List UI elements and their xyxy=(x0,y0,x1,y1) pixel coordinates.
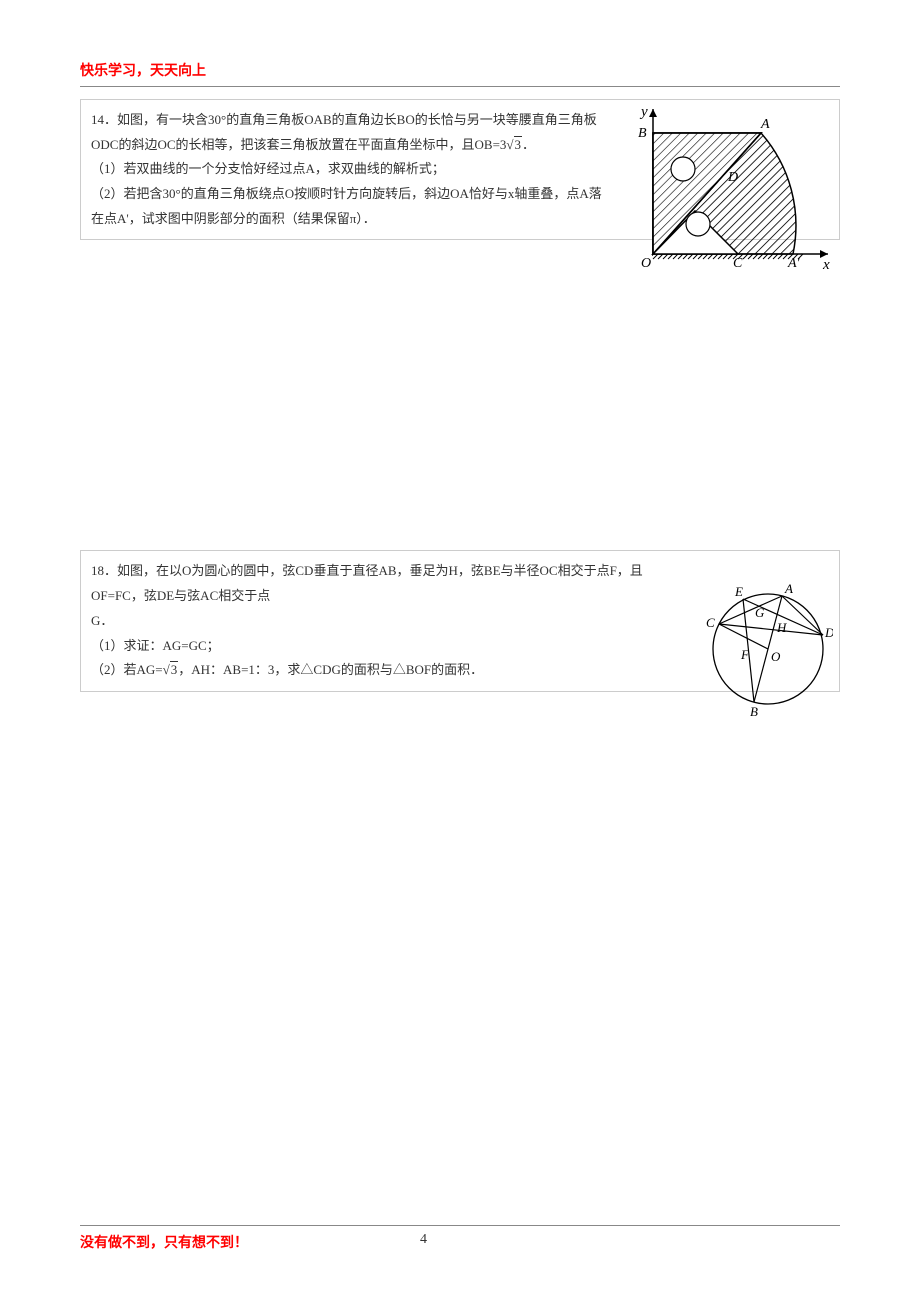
sqrt-3b: 3 xyxy=(163,658,179,683)
svg-text:A': A' xyxy=(787,256,801,271)
svg-text:O: O xyxy=(771,649,781,664)
svg-text:x: x xyxy=(822,257,830,273)
svg-text:B: B xyxy=(638,126,647,141)
svg-text:E: E xyxy=(734,584,743,599)
p18-line3: （1）求证：AG=GC； xyxy=(91,634,689,659)
page-header: 快乐学习，天天向上 xyxy=(80,60,840,87)
svg-text:A: A xyxy=(784,581,793,596)
svg-text:C: C xyxy=(706,615,715,630)
p18-line1: 18．如图，在以O为圆心的圆中，弦CD垂直于直径AB，垂足为H，弦BE与半径OC… xyxy=(91,559,689,608)
p18-line4: （2）若AG=3，AH：AB=1：3，求△CDG的面积与△BOF的面积． xyxy=(91,658,689,683)
svg-text:H: H xyxy=(776,620,787,635)
p14-line1: 14．如图，有一块含30°的直角三角板OAB的直角边长BO的长恰与另一块等腰直角… xyxy=(91,108,619,133)
p18-line2: G． xyxy=(91,609,689,634)
p14-line3: （1）若双曲线的一个分支恰好经过点A，求双曲线的解析式； xyxy=(91,157,619,182)
svg-text:F: F xyxy=(740,647,750,662)
problem-18: 18．如图，在以O为圆心的圆中，弦CD垂直于直径AB，垂足为H，弦BE与半径OC… xyxy=(80,550,840,691)
svg-text:G: G xyxy=(755,605,765,620)
problem-14: 14．如图，有一块含30°的直角三角板OAB的直角边长BO的长恰与另一块等腰直角… xyxy=(80,99,840,240)
svg-text:O: O xyxy=(641,256,651,271)
p14-line5: 在点A'，试求图中阴影部分的面积（结果保留π）． xyxy=(91,207,619,232)
p18-figure: A B C D E F G H O xyxy=(703,569,833,728)
svg-text:D: D xyxy=(824,625,833,640)
p14-figure: y x O B A C D A' xyxy=(633,104,833,283)
page-number: 4 xyxy=(420,1232,427,1248)
p14-line4: （2）若把含30°的直角三角板绕点O按顺时针方向旋转后，斜边OA恰好与x轴重叠，… xyxy=(91,182,619,207)
page-footer: 没有做不到，只有想不到！ 4 xyxy=(80,1225,840,1252)
svg-text:B: B xyxy=(750,704,758,719)
svg-text:C: C xyxy=(733,256,743,271)
svg-text:A: A xyxy=(760,117,770,132)
p14-line2: ODC的斜边OC的长相等，把该套三角板放置在平面直角坐标中，且OB=33． xyxy=(91,133,619,158)
sqrt-3: 3 xyxy=(506,133,522,158)
svg-text:y: y xyxy=(639,104,648,120)
svg-text:D: D xyxy=(727,170,738,185)
